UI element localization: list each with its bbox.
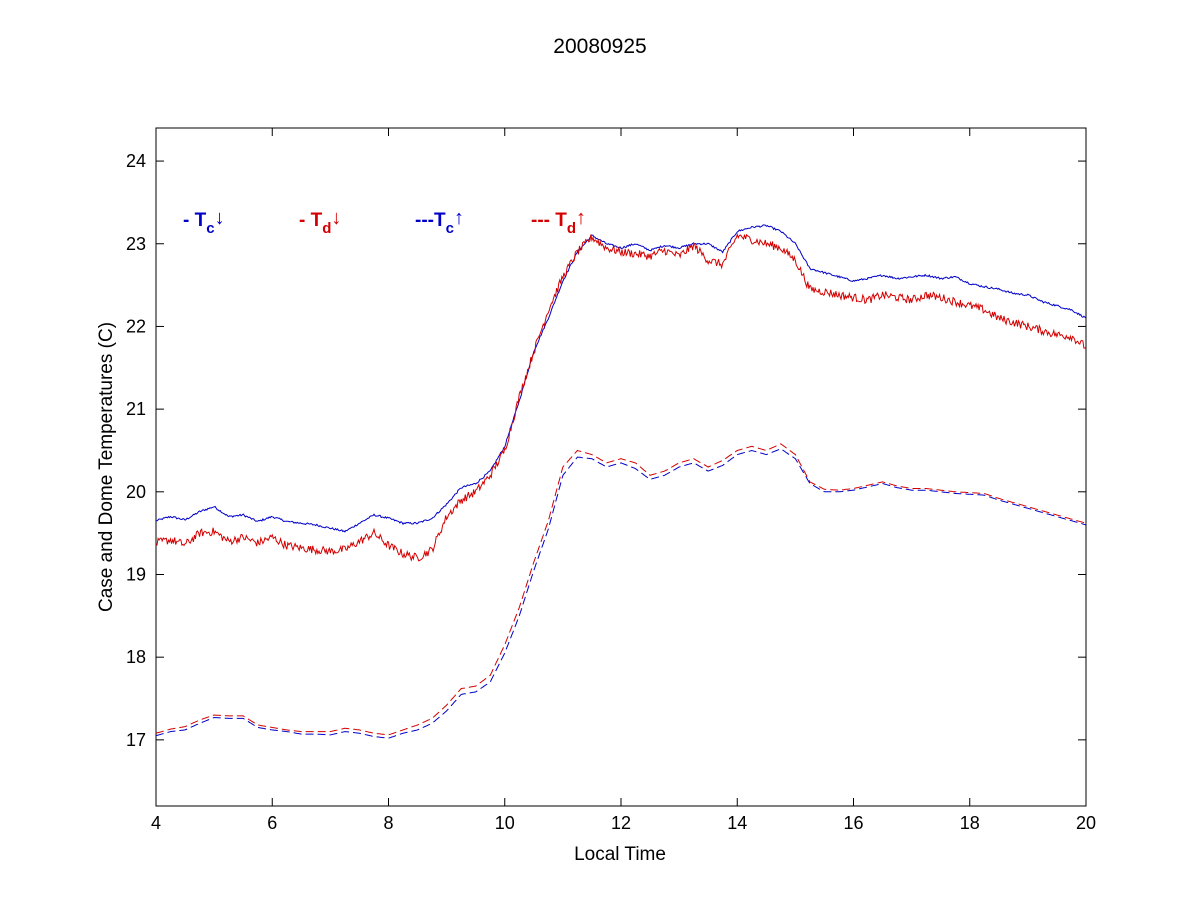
x-tick-label: 14	[727, 813, 747, 833]
x-tick-label: 20	[1076, 813, 1096, 833]
legend-entry: - Tc↓	[183, 207, 225, 237]
chart-title: 20080925	[553, 35, 646, 58]
x-tick-label: 6	[267, 813, 277, 833]
x-tick-label: 18	[960, 813, 980, 833]
series-line-2	[155, 448, 1087, 739]
x-tick-label: 12	[611, 813, 631, 833]
x-tick-label: 8	[383, 813, 393, 833]
series-line-0	[155, 224, 1087, 533]
y-tick-label: 18	[126, 647, 146, 667]
y-tick-label: 24	[126, 151, 146, 171]
legend-entry: - Td↓	[299, 207, 341, 237]
legend-entry: --- Td↑	[531, 207, 586, 237]
y-tick-label: 20	[126, 482, 146, 502]
y-tick-label: 23	[126, 234, 146, 254]
y-tick-label: 19	[126, 564, 146, 584]
x-axis-label: Local Time	[574, 844, 666, 865]
ticks-layer: 4 6 8 10 12 14 16 18 20 17 18 19 20 21 22 23 24	[126, 128, 1096, 833]
legend: - Tc↓ - Td↓ ---Tc↑ --- Td↑	[183, 207, 586, 237]
series-layer	[155, 224, 1087, 739]
x-tick-label: 4	[151, 813, 161, 833]
series-line-3	[155, 443, 1087, 736]
y-axis-label: Case and Dome Temperatures (C)	[96, 322, 117, 612]
legend-entry: ---Tc↑	[415, 207, 464, 237]
axes-box	[155, 127, 1087, 807]
series-line-1	[155, 232, 1087, 562]
x-tick-label: 16	[843, 813, 863, 833]
y-tick-label: 21	[126, 399, 146, 419]
y-tick-label: 22	[126, 316, 146, 336]
y-tick-label: 17	[126, 730, 146, 750]
x-tick-label: 10	[495, 813, 515, 833]
